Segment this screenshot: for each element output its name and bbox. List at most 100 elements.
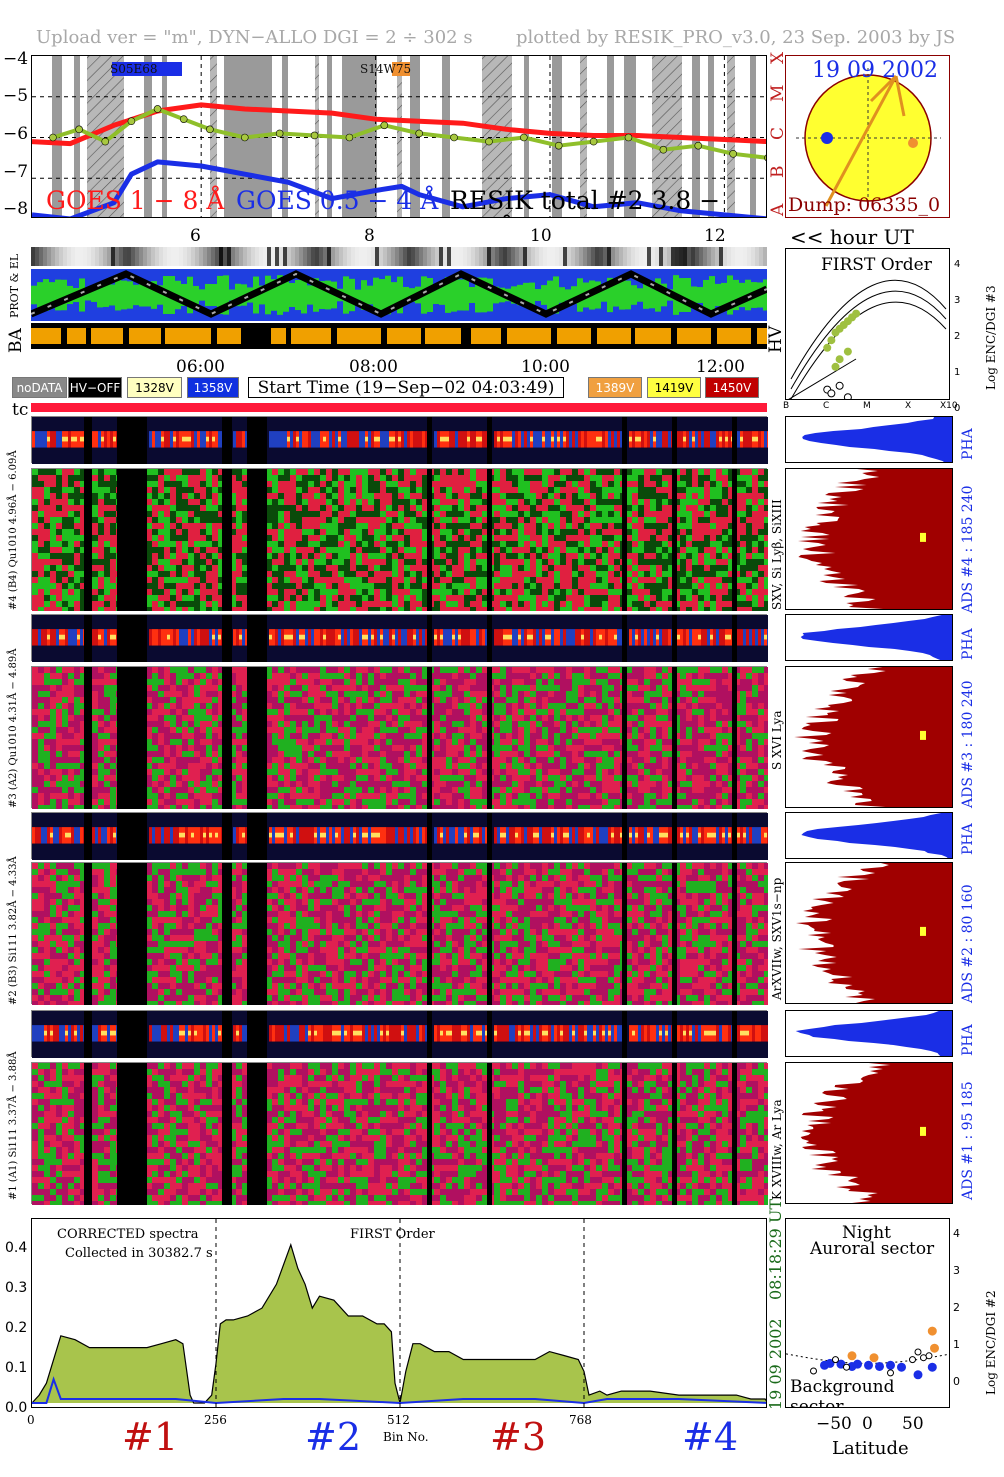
pha-cell xyxy=(737,431,740,448)
pha-cell xyxy=(152,1025,155,1042)
prot-el-cell xyxy=(427,247,431,266)
lat-point-open xyxy=(810,1367,817,1375)
pha-cell xyxy=(602,431,605,448)
pha-cell xyxy=(686,629,689,646)
pha-peak xyxy=(167,634,170,640)
pha-cell xyxy=(416,629,419,646)
pha-cell xyxy=(188,827,191,844)
pha-cell xyxy=(512,431,515,448)
pha-cell xyxy=(578,1025,581,1042)
orbit-cell xyxy=(595,281,601,309)
prot-el-cell xyxy=(707,247,711,266)
pha-cell xyxy=(56,431,59,448)
pha-peak xyxy=(503,832,506,838)
pha-cell xyxy=(95,1025,98,1042)
pha-peak xyxy=(710,1030,713,1036)
pha-cell xyxy=(761,431,764,448)
pha-cell xyxy=(515,1025,518,1042)
pha-cell xyxy=(641,431,644,448)
prot-el-cell xyxy=(371,247,375,266)
pha-cell xyxy=(569,431,572,448)
prot-el-cell xyxy=(583,247,587,266)
pha-cell xyxy=(155,629,158,646)
pha-cell xyxy=(749,827,752,844)
pha-cell xyxy=(356,827,359,844)
lat-ylabel: Log ENC/DGI #2 xyxy=(984,1290,998,1395)
pha-cell xyxy=(356,629,359,646)
lat-point-blue xyxy=(886,1360,895,1370)
pha-cell xyxy=(578,431,581,448)
pha-cell xyxy=(92,1025,95,1042)
pha-cell xyxy=(719,1025,722,1042)
ads-histogram-fill xyxy=(800,1063,952,1203)
pha-cell xyxy=(161,827,164,844)
orbit-cell xyxy=(631,285,637,305)
pha-cell xyxy=(299,431,302,448)
prot-el-cell xyxy=(31,247,35,266)
pha-cell xyxy=(269,1025,272,1042)
prot-el-cell xyxy=(703,247,707,266)
pha-peak xyxy=(599,436,602,442)
pha-cell xyxy=(416,431,419,448)
goes-054-label: GOES 0.5 − 4 Å xyxy=(236,186,439,215)
pha-cell xyxy=(200,431,203,448)
pha-peak xyxy=(191,832,194,838)
prot-el-cell xyxy=(623,247,627,266)
spec-gap xyxy=(222,667,232,809)
pha-peak xyxy=(764,634,767,640)
pha-cell xyxy=(272,431,275,448)
pha-cell xyxy=(209,1025,212,1042)
prot-el-cell xyxy=(355,247,359,266)
orbit-cell xyxy=(763,279,767,311)
pha-cell xyxy=(149,629,152,646)
pha-cell xyxy=(422,629,425,646)
pha-cell xyxy=(53,1025,56,1042)
prot-el-cell xyxy=(575,247,579,266)
prot-el-cell xyxy=(155,247,159,266)
pha-peak xyxy=(338,1030,341,1036)
pha-peak xyxy=(365,832,368,838)
pha-cell xyxy=(470,431,473,448)
pha-peak xyxy=(629,832,632,838)
pha2-label: PHA xyxy=(960,823,976,855)
prot-el-cell xyxy=(243,247,247,266)
pha-cell xyxy=(332,629,335,646)
pha-peak xyxy=(401,1030,404,1036)
pha-cell xyxy=(392,1025,395,1042)
orbit-cell xyxy=(727,275,733,315)
prot-el-cell xyxy=(331,247,335,266)
prot-el-cell xyxy=(167,247,171,266)
pha-cell xyxy=(335,431,338,448)
pha-cell xyxy=(563,1025,566,1042)
pha-cell xyxy=(71,1025,74,1042)
prot-el-cell xyxy=(667,247,671,266)
pha-cell xyxy=(647,629,650,646)
orbit-cell xyxy=(115,279,121,311)
pha-cell xyxy=(716,1025,719,1042)
resik-point xyxy=(240,133,249,142)
pha-cell xyxy=(329,629,332,646)
pha-cell xyxy=(599,827,602,844)
pha-peak xyxy=(440,436,443,442)
resik-point xyxy=(310,131,319,140)
lat-point-blue xyxy=(927,1362,937,1372)
spec-xtick: 0 xyxy=(27,1413,35,1427)
pha-cell xyxy=(398,629,401,646)
prot-el-cell xyxy=(459,247,463,266)
pha-peak xyxy=(74,1030,77,1036)
prot-el-cell xyxy=(487,247,491,266)
prot-el-cell xyxy=(119,247,123,266)
pha-cell xyxy=(569,1025,572,1042)
pha-cell xyxy=(629,1025,632,1042)
pha-peak xyxy=(320,832,323,838)
pha-peak xyxy=(65,832,68,838)
pha-peak xyxy=(755,436,758,442)
pha-cell xyxy=(647,1025,650,1042)
pha-peak xyxy=(113,436,116,442)
lat-ytick: 1 xyxy=(953,1338,960,1351)
pha-cell xyxy=(293,431,296,448)
pha-histogram-fill xyxy=(801,813,952,858)
pha-peak xyxy=(548,634,551,640)
orbit-cell xyxy=(61,279,67,311)
pha-cell xyxy=(212,1025,215,1042)
